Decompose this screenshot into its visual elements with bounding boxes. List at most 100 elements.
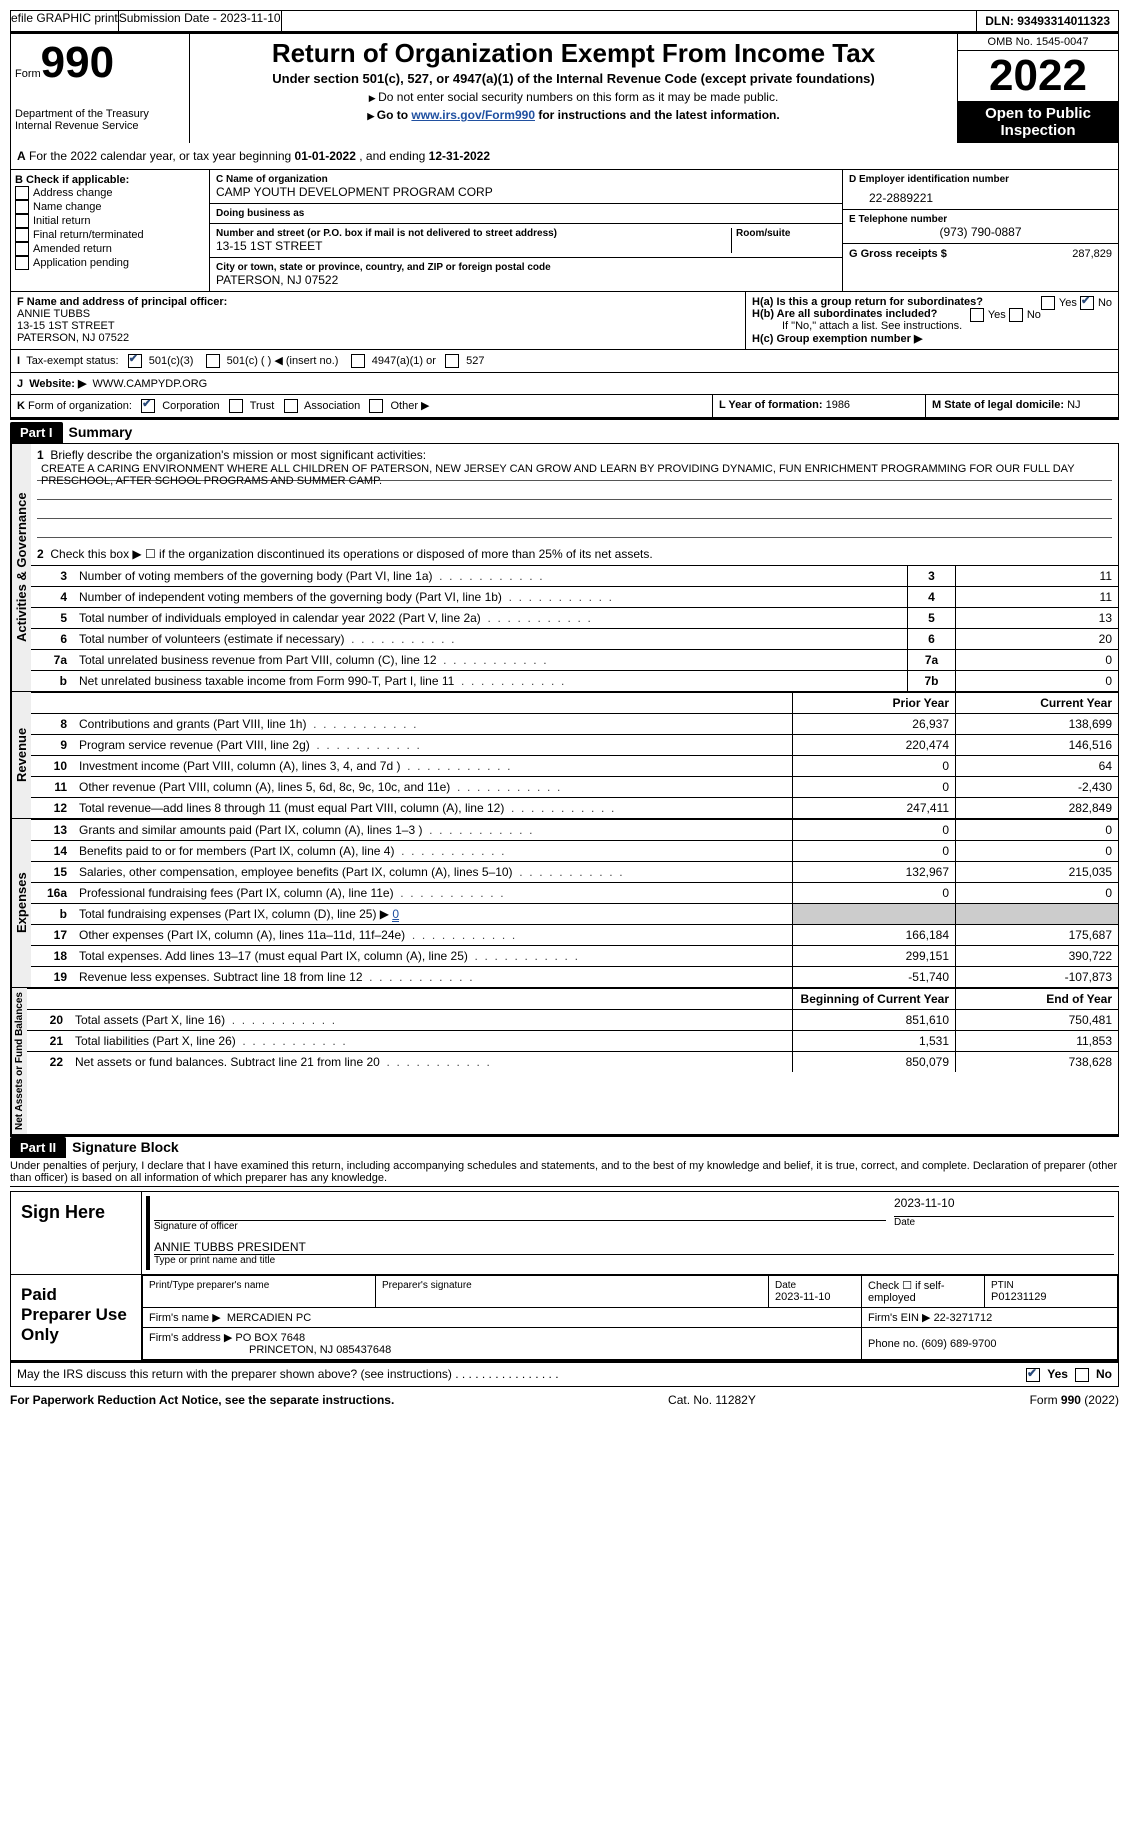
- chk-name-change[interactable]: [15, 200, 29, 214]
- footer: For Paperwork Reduction Act Notice, see …: [10, 1393, 1119, 1407]
- footer-left: For Paperwork Reduction Act Notice, see …: [10, 1393, 394, 1407]
- vert-revenue: Revenue: [11, 692, 31, 818]
- year-formation: 1986: [826, 399, 850, 411]
- hc-label: H(c) Group exemption number ▶: [752, 332, 1112, 345]
- chk-501c[interactable]: [206, 354, 220, 368]
- chk-address-change[interactable]: [15, 186, 29, 200]
- dept-treasury: Department of the Treasury: [15, 108, 185, 120]
- discuss-row: May the IRS discuss this return with the…: [10, 1361, 1119, 1387]
- d-label: D Employer identification number: [849, 174, 1112, 185]
- vert-net: Net Assets or Fund Balances: [11, 988, 27, 1134]
- form990-link[interactable]: www.irs.gov/Form990: [411, 108, 535, 122]
- form-header: Form990 Department of the Treasury Inter…: [10, 34, 1119, 143]
- phone: (973) 790-0887: [849, 225, 1112, 239]
- ha-row: H(a) Is this a group return for subordin…: [752, 296, 1112, 308]
- chk-corp[interactable]: [141, 399, 155, 413]
- mission-text: CREATE A CARING ENVIRONMENT WHERE ALL CH…: [37, 462, 1112, 481]
- chk-final-return[interactable]: [15, 228, 29, 242]
- sig-date-label: Date: [894, 1217, 1114, 1228]
- firm-addr2: PRINCETON, NJ 085437648: [149, 1344, 391, 1356]
- ein: 22-2889221: [849, 185, 1112, 205]
- addr-label: Number and street (or P.O. box if mail i…: [216, 228, 731, 239]
- vert-activities: Activities & Governance: [11, 444, 31, 691]
- efile-print-button[interactable]: efile GRAPHIC print: [11, 11, 118, 25]
- org-name: CAMP YOUTH DEVELOPMENT PROGRAM CORP: [216, 185, 836, 199]
- form-number: 990: [41, 38, 114, 87]
- hb-note: If "No," attach a list. See instructions…: [752, 320, 1112, 332]
- section-fh: F Name and address of principal officer:…: [10, 292, 1119, 350]
- form-title: Return of Organization Exempt From Incom…: [198, 38, 949, 69]
- chk-501c3[interactable]: [128, 354, 142, 368]
- chk-trust[interactable]: [229, 399, 243, 413]
- penalty-text: Under penalties of perjury, I declare th…: [10, 1158, 1119, 1187]
- activities-table: 3Number of voting members of the governi…: [31, 565, 1118, 691]
- top-strip: efile GRAPHIC print Submission Date - 20…: [10, 10, 1119, 34]
- submission-date: Submission Date - 2023-11-10: [119, 11, 281, 25]
- city: PATERSON, NJ 07522: [216, 273, 836, 287]
- row-j: J Website: ▶ WWW.CAMPYDP.ORG: [10, 373, 1119, 395]
- firm-phone: (609) 689-9700: [921, 1338, 996, 1350]
- chk-app-pending[interactable]: [15, 256, 29, 270]
- ha-yes[interactable]: [1041, 296, 1055, 310]
- b-label: B Check if applicable:: [15, 174, 205, 186]
- part2-bar: Part IISignature Block: [10, 1137, 1119, 1158]
- website: WWW.CAMPYDP.ORG: [93, 378, 208, 390]
- ptin: P01231129: [991, 1291, 1111, 1303]
- discuss-no[interactable]: [1075, 1368, 1089, 1382]
- chk-other[interactable]: [369, 399, 383, 413]
- officer-name: ANNIE TUBBS: [17, 308, 739, 320]
- sig-date: 2023-11-10: [894, 1196, 1114, 1217]
- ssn-warning: Do not enter social security numbers on …: [198, 90, 949, 104]
- row-k: K Form of organization: Corporation Trus…: [10, 395, 1119, 420]
- city-label: City or town, state or province, country…: [216, 262, 836, 273]
- e-label: E Telephone number: [849, 214, 1112, 225]
- sig-officer-label: Signature of officer: [154, 1221, 886, 1232]
- vert-expenses: Expenses: [11, 819, 31, 987]
- section-bcdeg: B Check if applicable: Address change Na…: [10, 170, 1119, 292]
- omb-number: OMB No. 1545-0047: [958, 34, 1118, 51]
- row-i: I Tax-exempt status: 501(c)(3) 501(c) ( …: [10, 350, 1119, 373]
- ha-no[interactable]: [1080, 296, 1094, 310]
- chk-amended[interactable]: [15, 242, 29, 256]
- goto-line: Go to www.irs.gov/Form990 for instructio…: [198, 108, 949, 122]
- officer-addr2: PATERSON, NJ 07522: [17, 332, 739, 344]
- room-label: Room/suite: [736, 228, 836, 239]
- open-to-public: Open to Public Inspection: [958, 101, 1118, 143]
- chk-527[interactable]: [445, 354, 459, 368]
- addr: 13-15 1ST STREET: [216, 239, 731, 253]
- state-domicile: NJ: [1067, 399, 1080, 411]
- hb-yes[interactable]: [970, 308, 984, 322]
- footer-right: Form 990 (2022): [1030, 1393, 1119, 1407]
- row-a: A For the 2022 calendar year, or tax yea…: [10, 143, 1119, 170]
- gross-receipts: 287,829: [1072, 248, 1112, 260]
- g-label: G Gross receipts $: [849, 248, 947, 260]
- officer-print-label: Type or print name and title: [154, 1255, 1114, 1266]
- chk-4947[interactable]: [351, 354, 365, 368]
- officer-addr1: 13-15 1ST STREET: [17, 320, 739, 332]
- form-subtitle: Under section 501(c), 527, or 4947(a)(1)…: [198, 71, 949, 86]
- chk-initial-return[interactable]: [15, 214, 29, 228]
- discuss-yes[interactable]: [1026, 1368, 1040, 1382]
- tax-year: 2022: [958, 51, 1118, 101]
- dba-label: Doing business as: [216, 208, 836, 219]
- hb-no[interactable]: [1009, 308, 1023, 322]
- form-word: Form: [15, 68, 41, 80]
- irs: Internal Revenue Service: [15, 120, 185, 132]
- expenses-table: 13Grants and similar amounts paid (Part …: [31, 819, 1118, 987]
- q2-text: Check this box ▶ ☐ if the organization d…: [50, 547, 652, 561]
- f-label: F Name and address of principal officer:: [17, 296, 739, 308]
- dln: DLN: 93493314011323: [977, 11, 1118, 31]
- chk-assoc[interactable]: [284, 399, 298, 413]
- sign-here-label: Sign Here: [11, 1192, 142, 1274]
- officer-print-name: ANNIE TUBBS PRESIDENT: [154, 1240, 1114, 1255]
- net-table: Beginning of Current YearEnd of Year20To…: [27, 988, 1118, 1072]
- revenue-table: Prior YearCurrent Year8Contributions and…: [31, 692, 1118, 818]
- paid-preparer-label: Paid Preparer Use Only: [11, 1275, 142, 1360]
- firm-addr1: PO BOX 7648: [235, 1332, 305, 1344]
- signature-block: Sign Here Signature of officer 2023-11-1…: [10, 1191, 1119, 1361]
- preparer-table: Print/Type preparer's name Preparer's si…: [142, 1275, 1118, 1360]
- part1-bar: Part ISummary: [10, 422, 1119, 443]
- footer-mid: Cat. No. 11282Y: [668, 1393, 756, 1407]
- c-name-label: C Name of organization: [216, 174, 836, 185]
- firm-name: MERCADIEN PC: [227, 1312, 311, 1324]
